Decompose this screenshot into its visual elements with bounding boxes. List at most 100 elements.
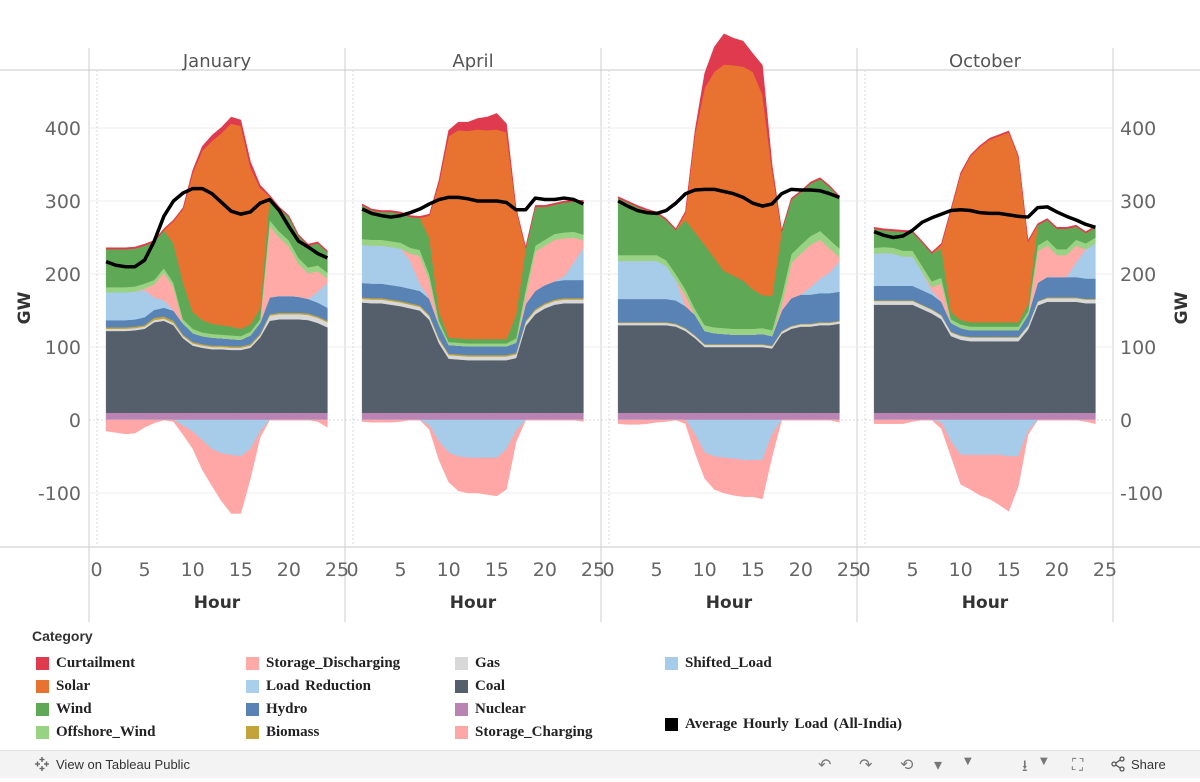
legend-swatch xyxy=(246,679,259,693)
legend-item-shifted-load[interactable]: Shifted_Load xyxy=(665,653,772,673)
legend-label: Shifted_Load xyxy=(685,654,772,671)
tableau-logo-icon xyxy=(35,757,49,771)
x-tick-label: 5 xyxy=(395,559,407,581)
x-tick-label: 20 xyxy=(277,559,301,581)
share-button[interactable]: Share xyxy=(1110,756,1166,772)
y-tick-label-right: 0 xyxy=(1120,410,1132,432)
legend-label: Hydro xyxy=(266,700,308,717)
panel-title: October xyxy=(949,51,1022,72)
x-tick-label: 0 xyxy=(602,559,614,581)
y-tick-label-right: 100 xyxy=(1120,337,1156,359)
legend-label: Storage_Discharging xyxy=(266,654,401,671)
x-tick-label: 15 xyxy=(997,559,1021,581)
download-icon[interactable]: ⭳ xyxy=(1022,756,1028,775)
legend-label: Average Hourly Load (All-India) xyxy=(685,715,902,732)
area-neg-shifted-load xyxy=(874,419,1096,457)
legend-item-wind[interactable]: Wind xyxy=(36,699,92,719)
legend-label: Curtailment xyxy=(56,654,136,671)
y-tick-label-right: -100 xyxy=(1120,483,1163,505)
legend-swatch xyxy=(246,725,259,739)
x-axis-title: Hour xyxy=(706,593,753,613)
x-tick-label: 25 xyxy=(581,559,605,581)
legend-label: Coal xyxy=(475,677,505,694)
legend-label: Offshore_Wind xyxy=(56,723,156,740)
undo-icon[interactable]: ↶ xyxy=(818,755,832,774)
legend-swatch xyxy=(665,656,678,670)
x-tick-label: 10 xyxy=(437,559,461,581)
legend-label: Solar xyxy=(56,677,91,694)
x-tick-label: 5 xyxy=(139,559,151,581)
y-tick-label-left: 0 xyxy=(69,410,81,432)
legend-item-hydro[interactable]: Hydro xyxy=(246,699,307,719)
y-tick-label-right: 400 xyxy=(1120,118,1156,140)
area-neg-storage-charging xyxy=(617,419,840,500)
view-on-tableau-link[interactable]: View on Tableau Public xyxy=(34,756,190,772)
legend-swatch xyxy=(36,725,49,739)
panel-title: April xyxy=(452,51,493,72)
average-load-line xyxy=(105,186,329,269)
tableau-toolbar: View on Tableau Public ↶ ↷ ⟲ ▾ ▼ ⭳ ▼ ⛶ S… xyxy=(0,750,1200,778)
legend-swatch xyxy=(36,702,49,716)
legend-swatch xyxy=(246,656,259,670)
legend-label: Biomass xyxy=(266,723,320,740)
y-tick-label-right: 300 xyxy=(1120,191,1156,213)
legend-item-average-hourly-load[interactable]: Average Hourly Load (All-India) xyxy=(665,714,902,734)
average-load-line xyxy=(617,187,841,216)
area-neg-storage-charging xyxy=(873,419,1096,512)
x-tick-label: 25 xyxy=(325,559,349,581)
x-tick-label: 20 xyxy=(1045,559,1069,581)
y-tick-label-left: -100 xyxy=(38,483,81,505)
x-tick-label: 10 xyxy=(693,559,717,581)
legend-swatch xyxy=(455,679,468,693)
legend-label: Load Reduction xyxy=(266,677,371,694)
x-axis-title: Hour xyxy=(450,593,497,613)
y-axis-title-left: GW xyxy=(15,291,35,324)
revert-icon[interactable]: ⟲ xyxy=(900,755,914,774)
x-axis-title: Hour xyxy=(962,593,1009,613)
legend-swatch xyxy=(455,725,468,739)
legend-item-storage-charging[interactable]: Storage_Charging xyxy=(455,722,593,742)
revert-dropdown-icon[interactable]: ▾ xyxy=(934,755,943,774)
x-tick-label: 15 xyxy=(485,559,509,581)
average-load-line xyxy=(361,195,585,219)
legend-item-biomass[interactable]: Biomass xyxy=(246,722,319,742)
legend-label: Nuclear xyxy=(475,700,526,717)
x-tick-label: 10 xyxy=(949,559,973,581)
legend-item-gas[interactable]: Gas xyxy=(455,653,500,673)
fullscreen-icon[interactable]: ⛶ xyxy=(1072,755,1084,774)
legend-item-solar[interactable]: Solar xyxy=(36,676,90,696)
y-tick-label-right: 200 xyxy=(1120,264,1156,286)
view-on-tableau-label: View on Tableau Public xyxy=(56,756,190,772)
legend-swatch xyxy=(455,656,468,670)
share-icon xyxy=(1111,756,1125,772)
area-nuclear xyxy=(361,412,584,421)
legend-item-curtailment[interactable]: Curtailment xyxy=(36,653,135,673)
area-neg-shifted-load xyxy=(362,419,584,459)
area-neg-storage-charging xyxy=(105,419,328,514)
legend-swatch xyxy=(246,702,259,716)
legend-item-storage-discharging[interactable]: Storage_Discharging xyxy=(246,653,400,673)
area-nuclear xyxy=(873,412,1096,421)
average-load-line xyxy=(873,205,1096,240)
y-axis-title-right: GW xyxy=(1172,291,1192,324)
legend-item-offshore-wind[interactable]: Offshore_Wind xyxy=(36,722,155,742)
legend-label: Wind xyxy=(56,700,92,717)
dropdown-icon[interactable]: ▼ xyxy=(964,756,972,767)
y-tick-label-left: 400 xyxy=(45,118,81,140)
share-label: Share xyxy=(1131,756,1166,772)
area-neg-shifted-load xyxy=(618,419,840,461)
x-tick-label: 20 xyxy=(789,559,813,581)
y-tick-label-left: 100 xyxy=(45,337,81,359)
legend-swatch xyxy=(36,656,49,670)
x-tick-label: 0 xyxy=(90,559,102,581)
legend-item-nuclear[interactable]: Nuclear xyxy=(455,699,526,719)
x-tick-label: 0 xyxy=(346,559,358,581)
legend-swatch xyxy=(455,702,468,716)
legend-item-coal[interactable]: Coal xyxy=(455,676,505,696)
download-dropdown-icon[interactable]: ▼ xyxy=(1040,756,1048,767)
redo-icon[interactable]: ↷ xyxy=(859,755,873,774)
panel-title: January xyxy=(182,51,252,72)
x-tick-label: 25 xyxy=(1093,559,1117,581)
legend-item-load-reduction[interactable]: Load Reduction xyxy=(246,676,371,696)
